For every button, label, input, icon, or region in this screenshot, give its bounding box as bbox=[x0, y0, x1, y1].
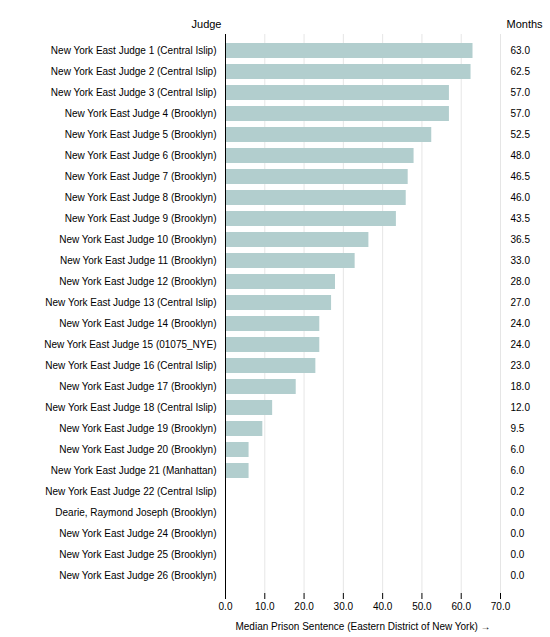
svg-text:36.5: 36.5 bbox=[511, 234, 531, 245]
svg-text:0.0: 0.0 bbox=[219, 601, 233, 612]
svg-text:40.0: 40.0 bbox=[373, 601, 393, 612]
svg-text:New York East Judge 26 (Brookl: New York East Judge 26 (Brooklyn) bbox=[59, 570, 216, 581]
svg-text:0.0: 0.0 bbox=[511, 570, 525, 581]
svg-text:New York East Judge 15 (01075_: New York East Judge 15 (01075_NYE) bbox=[44, 339, 216, 350]
svg-text:New York East Judge 22 (Centra: New York East Judge 22 (Central Islip) bbox=[45, 486, 216, 497]
svg-text:New York East Judge 10 (Brookl: New York East Judge 10 (Brooklyn) bbox=[59, 234, 216, 245]
svg-text:6.0: 6.0 bbox=[511, 465, 525, 476]
svg-text:9.5: 9.5 bbox=[511, 423, 525, 434]
svg-text:46.5: 46.5 bbox=[511, 171, 531, 182]
svg-text:New York East Judge 4 (Brookly: New York East Judge 4 (Brooklyn) bbox=[65, 108, 217, 119]
svg-text:Median Prison Sentence (Easter: Median Prison Sentence (Eastern District… bbox=[235, 621, 490, 632]
svg-text:New York East Judge 18 (Centra: New York East Judge 18 (Central Islip) bbox=[45, 402, 216, 413]
svg-text:New York East Judge 19 (Brookl: New York East Judge 19 (Brooklyn) bbox=[59, 423, 216, 434]
svg-text:30.0: 30.0 bbox=[334, 601, 354, 612]
svg-text:50.0: 50.0 bbox=[412, 601, 432, 612]
svg-text:New York East Judge 12 (Brookl: New York East Judge 12 (Brooklyn) bbox=[59, 276, 216, 287]
svg-text:New York East Judge 13 (Centra: New York East Judge 13 (Central Islip) bbox=[45, 297, 216, 308]
svg-text:New York East Judge 5 (Brookly: New York East Judge 5 (Brooklyn) bbox=[65, 129, 217, 140]
svg-text:0.0: 0.0 bbox=[511, 528, 525, 539]
svg-text:23.0: 23.0 bbox=[511, 360, 531, 371]
svg-text:63.0: 63.0 bbox=[511, 45, 531, 56]
svg-text:New York East Judge 3 (Central: New York East Judge 3 (Central Islip) bbox=[51, 87, 217, 98]
svg-text:10.0: 10.0 bbox=[255, 601, 275, 612]
svg-text:New York East Judge 6 (Brookly: New York East Judge 6 (Brooklyn) bbox=[65, 150, 217, 161]
svg-text:57.0: 57.0 bbox=[511, 108, 531, 119]
svg-text:18.0: 18.0 bbox=[511, 381, 531, 392]
svg-text:New York East Judge 25 (Brookl: New York East Judge 25 (Brooklyn) bbox=[59, 549, 216, 560]
svg-text:Dearie, Raymond Joseph (Brookl: Dearie, Raymond Joseph (Brooklyn) bbox=[55, 507, 216, 518]
svg-text:New York East Judge 9 (Brookly: New York East Judge 9 (Brooklyn) bbox=[65, 213, 217, 224]
svg-text:New York East Judge 21 (Manhat: New York East Judge 21 (Manhattan) bbox=[51, 465, 217, 476]
svg-text:6.0: 6.0 bbox=[511, 444, 525, 455]
svg-text:60.0: 60.0 bbox=[451, 601, 471, 612]
svg-text:24.0: 24.0 bbox=[511, 339, 531, 350]
svg-text:12.0: 12.0 bbox=[511, 402, 531, 413]
svg-text:New York East Judge 14 (Brookl: New York East Judge 14 (Brooklyn) bbox=[59, 318, 216, 329]
svg-text:33.0: 33.0 bbox=[511, 255, 531, 266]
svg-text:48.0: 48.0 bbox=[511, 150, 531, 161]
svg-text:70.0: 70.0 bbox=[491, 601, 511, 612]
svg-text:New York East Judge 17 (Brookl: New York East Judge 17 (Brooklyn) bbox=[59, 381, 216, 392]
svg-text:62.5: 62.5 bbox=[511, 66, 531, 77]
svg-text:New York East Judge 7 (Brookly: New York East Judge 7 (Brooklyn) bbox=[65, 171, 217, 182]
svg-text:57.0: 57.0 bbox=[511, 87, 531, 98]
svg-text:New York East Judge 24 (Brookl: New York East Judge 24 (Brooklyn) bbox=[59, 528, 216, 539]
svg-text:27.0: 27.0 bbox=[511, 297, 531, 308]
svg-text:Judge: Judge bbox=[192, 18, 222, 30]
svg-text:46.0: 46.0 bbox=[511, 192, 531, 203]
svg-text:New York East Judge 20 (Brookl: New York East Judge 20 (Brooklyn) bbox=[59, 444, 216, 455]
svg-text:20.0: 20.0 bbox=[294, 601, 314, 612]
svg-text:0.0: 0.0 bbox=[511, 507, 525, 518]
svg-text:New York East Judge 1 (Central: New York East Judge 1 (Central Islip) bbox=[51, 45, 217, 56]
svg-text:New York East Judge 11 (Brookl: New York East Judge 11 (Brooklyn) bbox=[60, 255, 217, 266]
svg-text:0.0: 0.0 bbox=[511, 549, 525, 560]
svg-text:Months: Months bbox=[507, 18, 544, 30]
svg-text:28.0: 28.0 bbox=[511, 276, 531, 287]
svg-text:24.0: 24.0 bbox=[511, 318, 531, 329]
svg-text:New York East Judge 16 (Centra: New York East Judge 16 (Central Islip) bbox=[45, 360, 216, 371]
svg-text:New York East Judge 8 (Brookly: New York East Judge 8 (Brooklyn) bbox=[65, 192, 217, 203]
svg-text:New York East Judge 2 (Central: New York East Judge 2 (Central Islip) bbox=[51, 66, 217, 77]
svg-text:43.5: 43.5 bbox=[511, 213, 531, 224]
svg-text:52.5: 52.5 bbox=[511, 129, 531, 140]
svg-text:0.2: 0.2 bbox=[511, 486, 525, 497]
